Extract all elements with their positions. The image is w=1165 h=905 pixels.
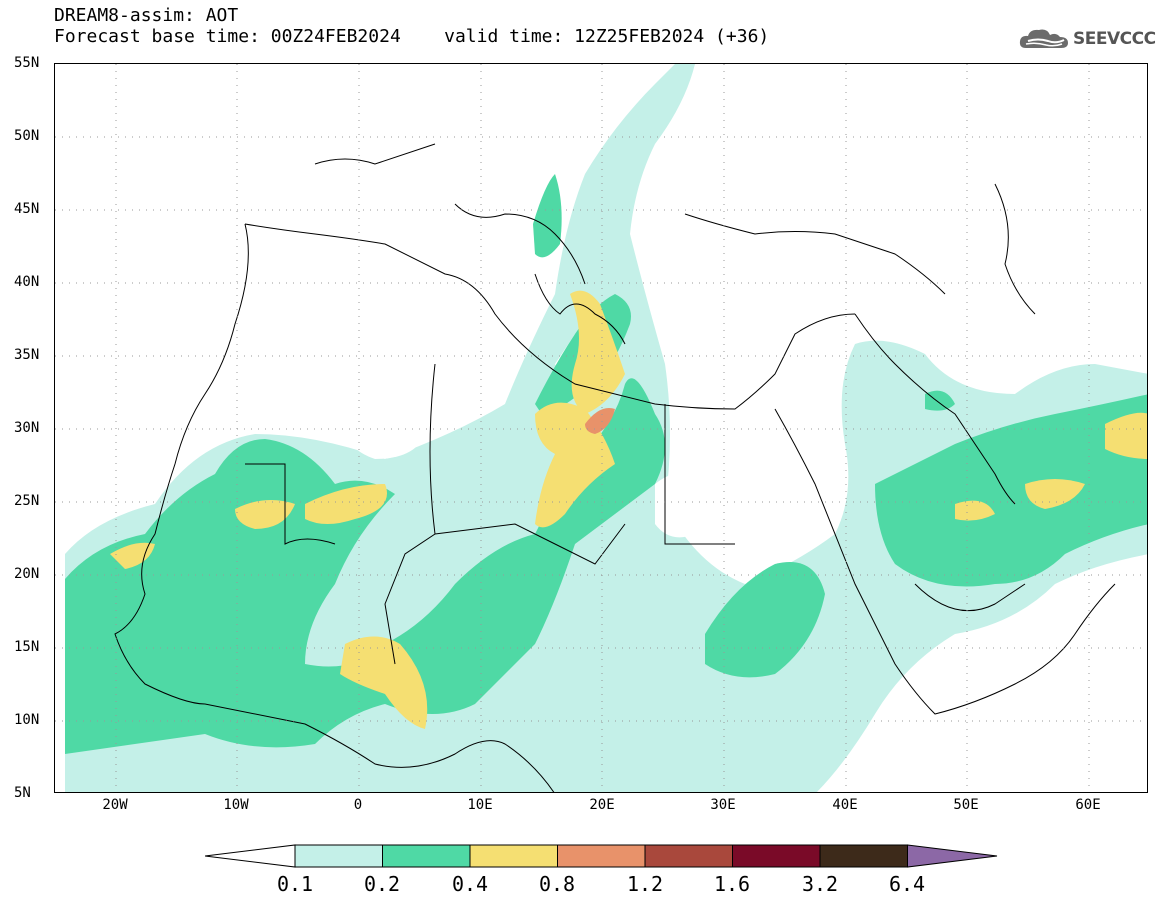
lon-label-10e: 10E bbox=[467, 797, 493, 813]
colorbar-label-6.4: 6.4 bbox=[888, 872, 926, 896]
lat-label-10n: 10N bbox=[14, 712, 40, 728]
colorbar-segment-3 bbox=[469, 844, 558, 868]
colorbar-segment-4 bbox=[557, 844, 646, 868]
colorbar-segment-above bbox=[907, 844, 998, 868]
coastlines bbox=[114, 143, 1116, 792]
lon-label-0: 0 bbox=[353, 797, 363, 813]
grid-lines bbox=[55, 64, 1147, 792]
lon-label-40e: 40E bbox=[832, 797, 858, 813]
lon-label-20w: 20W bbox=[102, 797, 128, 813]
lat-label-45n: 45N bbox=[14, 201, 40, 217]
lat-label-5n: 5N bbox=[14, 785, 31, 801]
colorbar-label-0.2: 0.2 bbox=[363, 872, 401, 896]
colorbar-segment-5 bbox=[644, 844, 733, 868]
lon-label-30e: 30E bbox=[710, 797, 736, 813]
lon-label-60e: 60E bbox=[1075, 797, 1101, 813]
aot-map[interactable] bbox=[54, 63, 1148, 793]
lat-label-40n: 40N bbox=[14, 274, 40, 290]
colorbar-segment-1 bbox=[294, 844, 383, 868]
lat-label-30n: 30N bbox=[14, 420, 40, 436]
lat-label-15n: 15N bbox=[14, 639, 40, 655]
colorbar-segment-7 bbox=[819, 844, 908, 868]
lon-label-10w: 10W bbox=[223, 797, 249, 813]
cloud-logo-icon bbox=[1019, 29, 1068, 48]
colorbar-segment-2 bbox=[382, 844, 471, 868]
logo-text: SEEVCCC bbox=[1073, 29, 1156, 49]
colorbar-label-0.4: 0.4 bbox=[451, 872, 489, 896]
lon-label-20e: 20E bbox=[589, 797, 615, 813]
lat-label-50n: 50N bbox=[14, 128, 40, 144]
colorbar-segment-6 bbox=[732, 844, 821, 868]
colorbar-label-1.6: 1.6 bbox=[713, 872, 751, 896]
colorbar-segment-below bbox=[205, 844, 296, 868]
lat-label-35n: 35N bbox=[14, 347, 40, 363]
forecast-times: Forecast base time: 00Z24FEB2024 valid t… bbox=[54, 26, 770, 47]
lon-label-50e: 50E bbox=[953, 797, 979, 813]
colorbar-label-0.8: 0.8 bbox=[538, 872, 576, 896]
colorbar-label-0.1: 0.1 bbox=[276, 872, 314, 896]
colorbar-label-1.2: 1.2 bbox=[626, 872, 664, 896]
seevccc-logo: SEEVCCC bbox=[1018, 26, 1156, 52]
lat-label-25n: 25N bbox=[14, 493, 40, 509]
colorbar-label-3.2: 3.2 bbox=[801, 872, 839, 896]
colorbar bbox=[205, 844, 998, 868]
map-title: DREAM8-assim: AOT bbox=[54, 5, 239, 26]
aot-level-0.8-1.2 bbox=[585, 408, 615, 434]
lat-label-20n: 20N bbox=[14, 566, 40, 582]
aot-map-canvas bbox=[55, 64, 1147, 792]
lat-label-55n: 55N bbox=[14, 55, 40, 71]
